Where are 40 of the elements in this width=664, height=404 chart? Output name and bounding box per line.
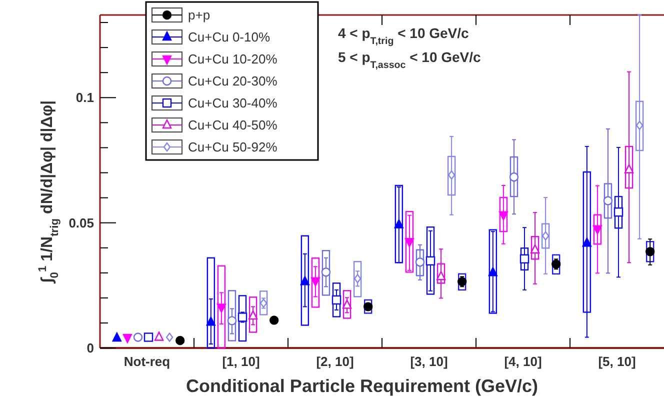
bar: [248, 296, 258, 333]
legend-label: Cu+Cu 10-20%: [188, 52, 278, 67]
bar: [217, 265, 226, 349]
bar: [353, 261, 362, 298]
bar: [416, 249, 424, 276]
y-tick-label: 0.1: [76, 90, 94, 106]
bar: [322, 250, 330, 296]
bar: [646, 240, 654, 262]
legend-label: Cu+Cu 50-92%: [188, 140, 278, 155]
annotation: 4 < p$_{T,trig}$ < 10 GeV/c: [338, 25, 470, 46]
legend-label: Cu+Cu 20-30%: [188, 74, 278, 89]
x-axis-title: Conditional Particle Requirement (GeV/c): [186, 376, 538, 396]
y-tick-label: 0.05: [68, 215, 94, 230]
bar: [238, 295, 247, 342]
bar: [552, 254, 560, 274]
bar: [342, 290, 352, 319]
legend-label: Cu+Cu 40-50%: [188, 118, 278, 133]
bar: [259, 290, 268, 316]
x-tick-label: [2, 10]: [316, 354, 354, 369]
bar: [364, 299, 372, 314]
bar: [311, 258, 320, 308]
annotation: 5 < p$_{T,assoc}$ < 10 GeV/c: [338, 49, 482, 70]
legend-label: p+p: [188, 8, 210, 23]
bar: [206, 257, 216, 349]
x-tick-label: [4, 10]: [504, 354, 542, 369]
bar: [426, 226, 435, 295]
bar: [228, 290, 236, 342]
x-tick-label: [5, 10]: [598, 354, 636, 369]
bar: [405, 210, 414, 273]
bar: [300, 235, 310, 326]
bar: [488, 229, 498, 314]
x-tick-label: Not-req: [124, 354, 170, 369]
bar: [332, 282, 341, 318]
y-tick-label: 0: [86, 340, 94, 356]
x-tick-label: [1, 10]: [222, 354, 260, 369]
legend-label: Cu+Cu 30-40%: [188, 96, 278, 111]
bar: [394, 184, 404, 264]
x-tick-label: [3, 10]: [410, 354, 448, 369]
legend-label: Cu+Cu 0-10%: [188, 30, 270, 45]
bar: [458, 273, 466, 291]
